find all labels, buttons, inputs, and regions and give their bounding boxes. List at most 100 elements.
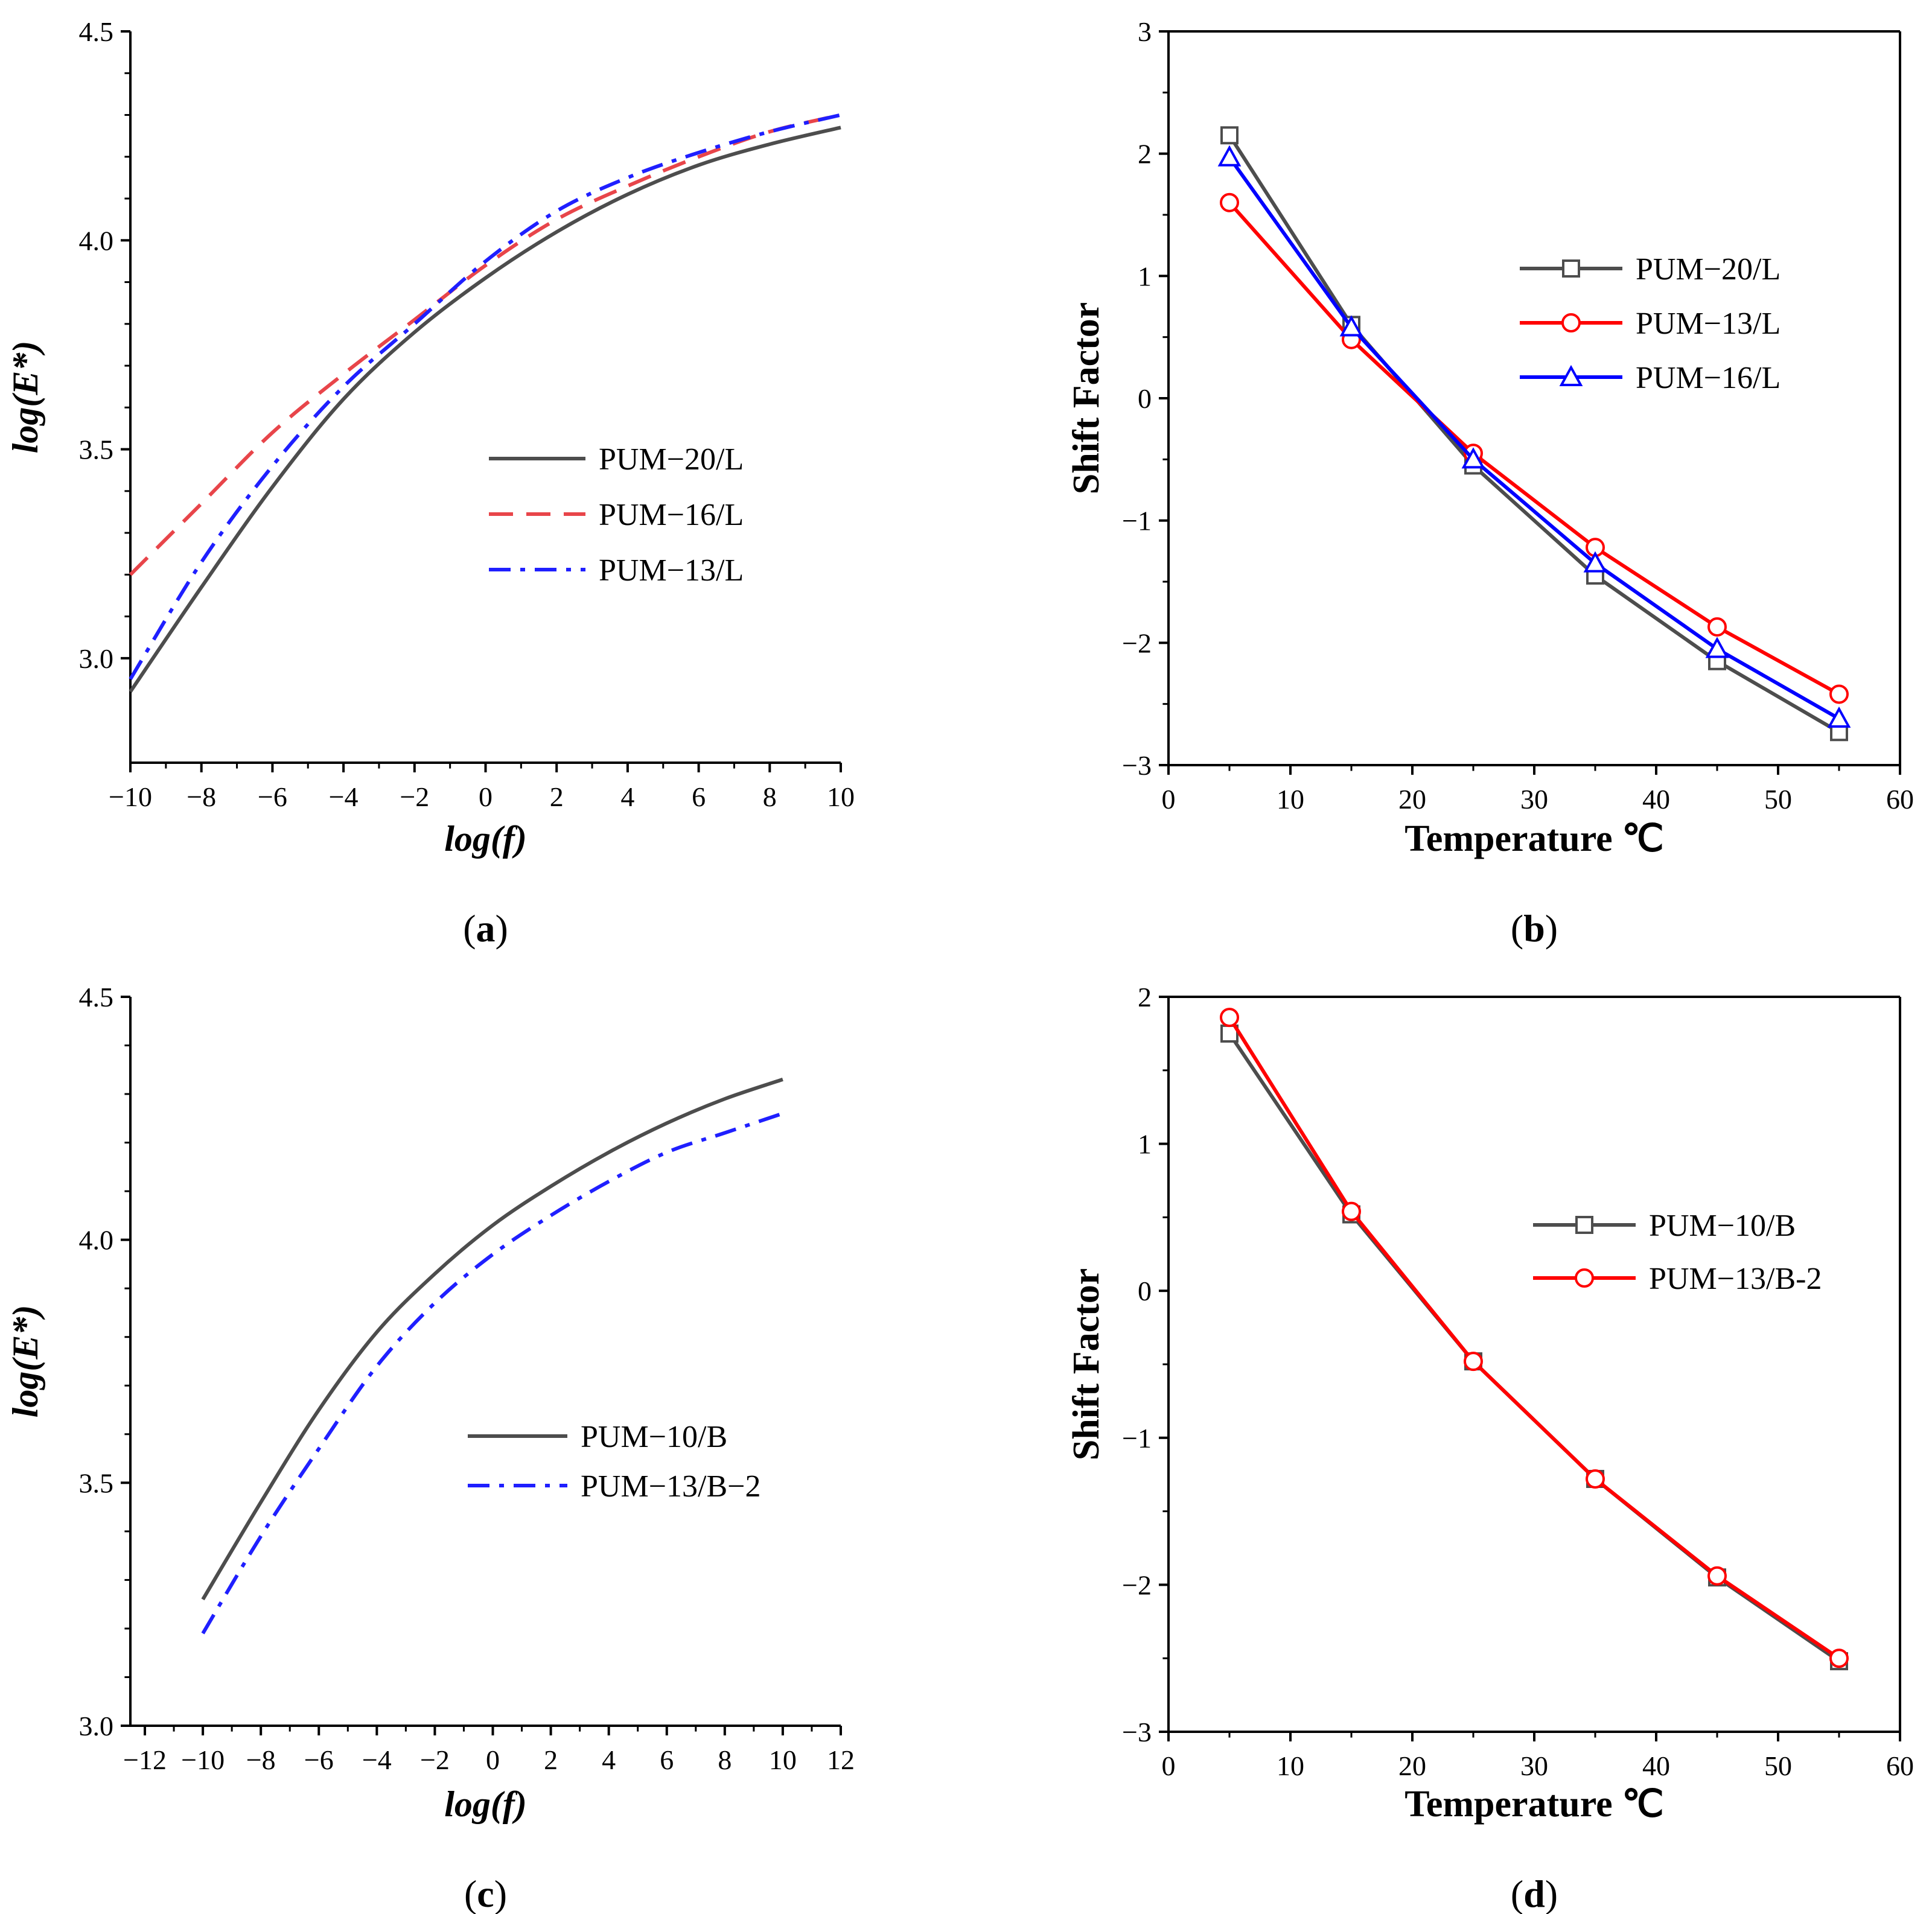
series-c-1: PUM−13/B−2 [201, 1111, 783, 1635]
x-tick-label: 30 [1520, 1750, 1548, 1781]
caption-paren-open: ( [463, 907, 476, 950]
panel-caption: (d) [1511, 1872, 1558, 1914]
legend-label: PUM−13/L [599, 553, 744, 588]
x-tick-label: 10 [1277, 1750, 1304, 1781]
x-tick-label: −4 [362, 1744, 392, 1775]
y-tick-label: 2 [1138, 139, 1152, 170]
x-axis-title: Temperature ℃ [1404, 818, 1664, 859]
series-a-1: PUM−16/L [129, 113, 841, 576]
y-tick-label: 4.0 [79, 1225, 114, 1256]
caption-paren-open: ( [1511, 907, 1523, 950]
x-tick-label: 6 [692, 781, 706, 812]
x-tick-label: 2 [550, 781, 564, 812]
x-tick-label: 10 [769, 1744, 797, 1775]
y-axis-title: Shift Factor [1066, 1268, 1107, 1461]
series-b-1: PUM−13/L [1220, 192, 1849, 704]
series-line [1228, 156, 1840, 720]
legend-label: PUM−10/B [1649, 1209, 1796, 1243]
x-tick-label: −6 [258, 781, 287, 812]
x-tick-label: 6 [660, 1744, 674, 1775]
data-point [1220, 192, 1239, 212]
y-tick-label: 4.5 [79, 16, 114, 47]
data-point [1586, 1469, 1605, 1489]
x-tick-label: 50 [1764, 1750, 1792, 1781]
data-point [1829, 1649, 1849, 1668]
data-point [1217, 145, 1242, 167]
y-tick-label: −1 [1122, 1423, 1152, 1454]
caption-letter: b [1523, 907, 1545, 950]
y-tick-label: 3.0 [79, 643, 114, 674]
x-tick-label: 8 [763, 781, 777, 812]
data-point [1339, 315, 1363, 337]
x-tick-label: 8 [718, 1744, 732, 1775]
y-axis-title: Shift Factor [1066, 302, 1107, 495]
x-tick-label: 60 [1886, 1750, 1914, 1781]
legend-marker [1561, 313, 1581, 332]
legend-label: PUM−20/L [599, 442, 744, 477]
caption-paren-close: ) [496, 907, 508, 950]
x-tick-label: 20 [1398, 1750, 1426, 1781]
series-a-0: PUM−20/L [129, 126, 841, 693]
data-point [1583, 551, 1607, 573]
x-tick-label: 40 [1642, 1750, 1670, 1781]
series-d-0: PUM−10/B [1220, 1024, 1848, 1671]
legend-label: PUM−10/B [581, 1420, 727, 1454]
y-tick-label: 3.5 [79, 434, 114, 465]
x-tick-label: 10 [1277, 784, 1304, 815]
series-line [1228, 201, 1840, 696]
x-tick-label: −6 [304, 1744, 334, 1775]
series-curve [129, 113, 841, 576]
caption-paren-close: ) [1545, 907, 1558, 950]
chart-panel-a: −10 −8 −6 −4 −2 0 2 4 6 8 10 3.0 3.5 4.0 4.5 log(f) log(… [5, 16, 855, 950]
panel-caption: (a) [463, 907, 508, 950]
series-curve [129, 113, 841, 681]
x-tick-label: −10 [109, 781, 152, 812]
panel-caption: (b) [1511, 907, 1558, 950]
y-tick-label: 3 [1138, 16, 1152, 47]
x-tick-label: −8 [246, 1744, 276, 1775]
x-tick-label: 10 [827, 781, 855, 812]
series-c-0: PUM−10/B [201, 1078, 783, 1601]
x-tick-label: 60 [1886, 784, 1914, 815]
chart-panel-b: 0 10 20 30 40 50 60 −3 −2 −1 0 1 2 3 Temperature ℃ Shif… [1066, 16, 1914, 950]
caption-paren-close: ) [494, 1872, 507, 1914]
x-tick-label: 0 [479, 781, 493, 812]
x-tick-label: 12 [827, 1744, 855, 1775]
x-tick-label: 0 [1162, 784, 1176, 815]
x-tick-label: 40 [1642, 784, 1670, 815]
data-point [1707, 1566, 1727, 1586]
data-point [1342, 1201, 1361, 1221]
legend-marker [1575, 1216, 1593, 1234]
legend-label: PUM−16/L [599, 498, 744, 532]
x-tick-label: −10 [181, 1744, 225, 1775]
caption-paren-open: ( [464, 1872, 477, 1914]
data-point [1464, 1352, 1483, 1372]
y-tick-label: 4.0 [79, 225, 114, 256]
chart-panel-c: −12 −10 −8 −6 −4 −2 0 2 4 6 8 10 12 3.0 3.5 4.0 4.5 log(f… [5, 982, 855, 1914]
data-point [1705, 637, 1729, 658]
series-b-2: PUM−16/L [1217, 145, 1851, 728]
x-tick-label: −2 [420, 1744, 450, 1775]
legend-label: PUM−13/B−2 [581, 1469, 761, 1504]
data-point [1220, 126, 1239, 145]
x-tick-label: 0 [486, 1744, 500, 1775]
x-tick-label: −4 [329, 781, 359, 812]
legend-marker [1559, 364, 1583, 386]
x-tick-label: 30 [1520, 784, 1548, 815]
x-tick-label: −8 [187, 781, 216, 812]
legend-marker [1575, 1268, 1594, 1288]
x-tick-label: 4 [602, 1744, 616, 1775]
legend-label: PUM−20/L [1636, 252, 1781, 287]
x-axis-title: log(f) [444, 1784, 527, 1824]
data-point [1829, 684, 1849, 704]
data-point [1220, 1008, 1239, 1028]
x-axis-title: log(f) [444, 819, 527, 859]
legend-label: PUM−16/L [1636, 361, 1781, 395]
y-tick-label: 2 [1138, 982, 1152, 1013]
x-tick-label: 2 [544, 1744, 558, 1775]
legend-label: PUM−13/B-2 [1649, 1262, 1822, 1296]
series-line [1228, 134, 1840, 734]
series-line [1228, 1016, 1840, 1660]
y-tick-label: −3 [1122, 750, 1152, 781]
